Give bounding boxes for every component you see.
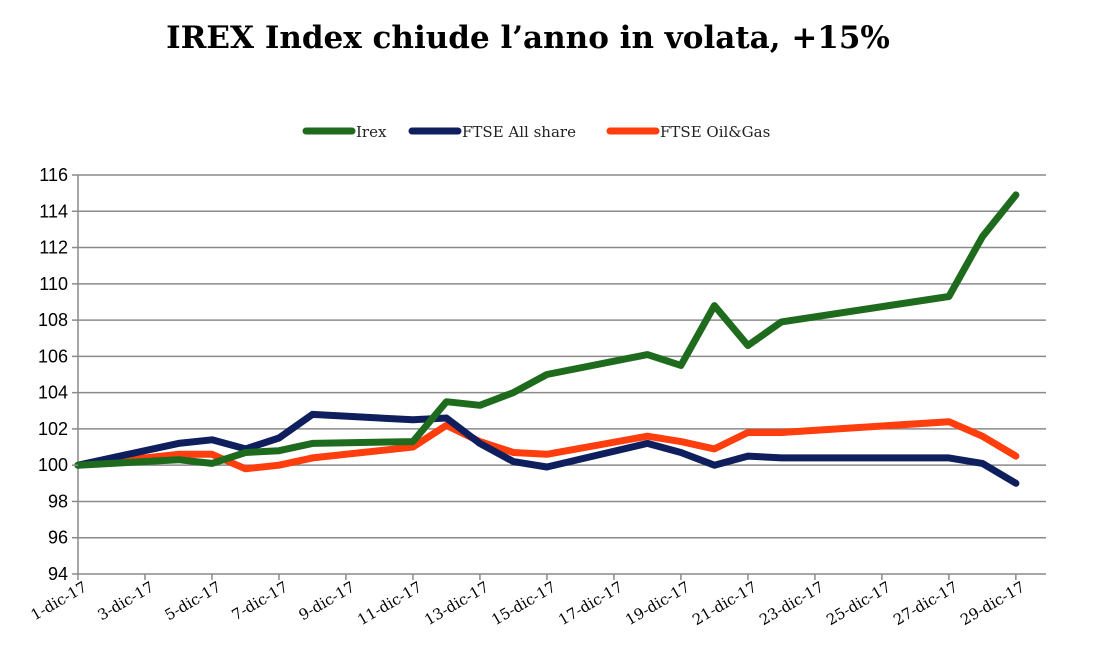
axes: [77, 175, 1046, 575]
y-tick-label: 106: [38, 346, 68, 366]
y-tick-label: 108: [38, 310, 68, 330]
x-tick-label: 11-dic-17: [354, 578, 425, 629]
y-tick-label: 96: [48, 528, 68, 548]
series-line-irex: [74, 191, 1020, 469]
x-tick-label: 17-dic-17: [555, 578, 626, 629]
series-line-ftse-all-share: [74, 410, 1020, 487]
x-tick-label: 27-dic-17: [890, 578, 961, 629]
legend: Irex FTSE All share FTSE Oil&Gas: [302, 123, 770, 141]
legend-label: FTSE Oil&Gas: [660, 123, 770, 141]
y-tick-label: 102: [38, 419, 68, 439]
x-tick-label: 3-dic-17: [95, 578, 157, 624]
grid-lines: [78, 174, 1046, 539]
x-axis-ticks: 1-dic-17 3-dic-17 5-dic-17 7-dic-17 9-dic-17…: [28, 574, 1028, 629]
y-axis-ticks: 94 96 98 100 102 104 106 108 110 112 114 116: [38, 165, 78, 584]
series-line-ftse-oil-gas: [74, 418, 1020, 473]
legend-label: FTSE All share: [462, 123, 576, 141]
y-tick-label: 112: [39, 238, 68, 258]
legend-label: Irex: [356, 123, 387, 141]
y-tick-label: 104: [38, 383, 68, 403]
x-tick-label: 7-dic-17: [229, 578, 291, 624]
y-tick-label: 98: [48, 491, 68, 511]
x-tick-label: 21-dic-17: [689, 578, 760, 629]
x-tick-label: 23-dic-17: [756, 578, 827, 629]
x-tick-label: 29-dic-17: [957, 578, 1028, 629]
x-tick-label: 5-dic-17: [162, 578, 224, 624]
y-tick-label: 110: [39, 274, 68, 294]
x-tick-label: 1-dic-17: [28, 578, 90, 624]
x-tick-label: 19-dic-17: [622, 578, 693, 629]
y-tick-label: 100: [38, 455, 68, 475]
series-lines: [74, 191, 1020, 487]
x-tick-label: 9-dic-17: [296, 578, 358, 624]
x-tick-label: 15-dic-17: [488, 578, 559, 629]
y-tick-label: 114: [39, 201, 68, 221]
x-tick-label: 25-dic-17: [823, 578, 894, 629]
x-tick-label: 13-dic-17: [421, 578, 492, 629]
y-tick-label: 116: [39, 165, 68, 185]
chart-title: IREX Index chiude l’anno in volata, +15%: [166, 20, 890, 56]
y-tick-label: 94: [48, 564, 68, 584]
